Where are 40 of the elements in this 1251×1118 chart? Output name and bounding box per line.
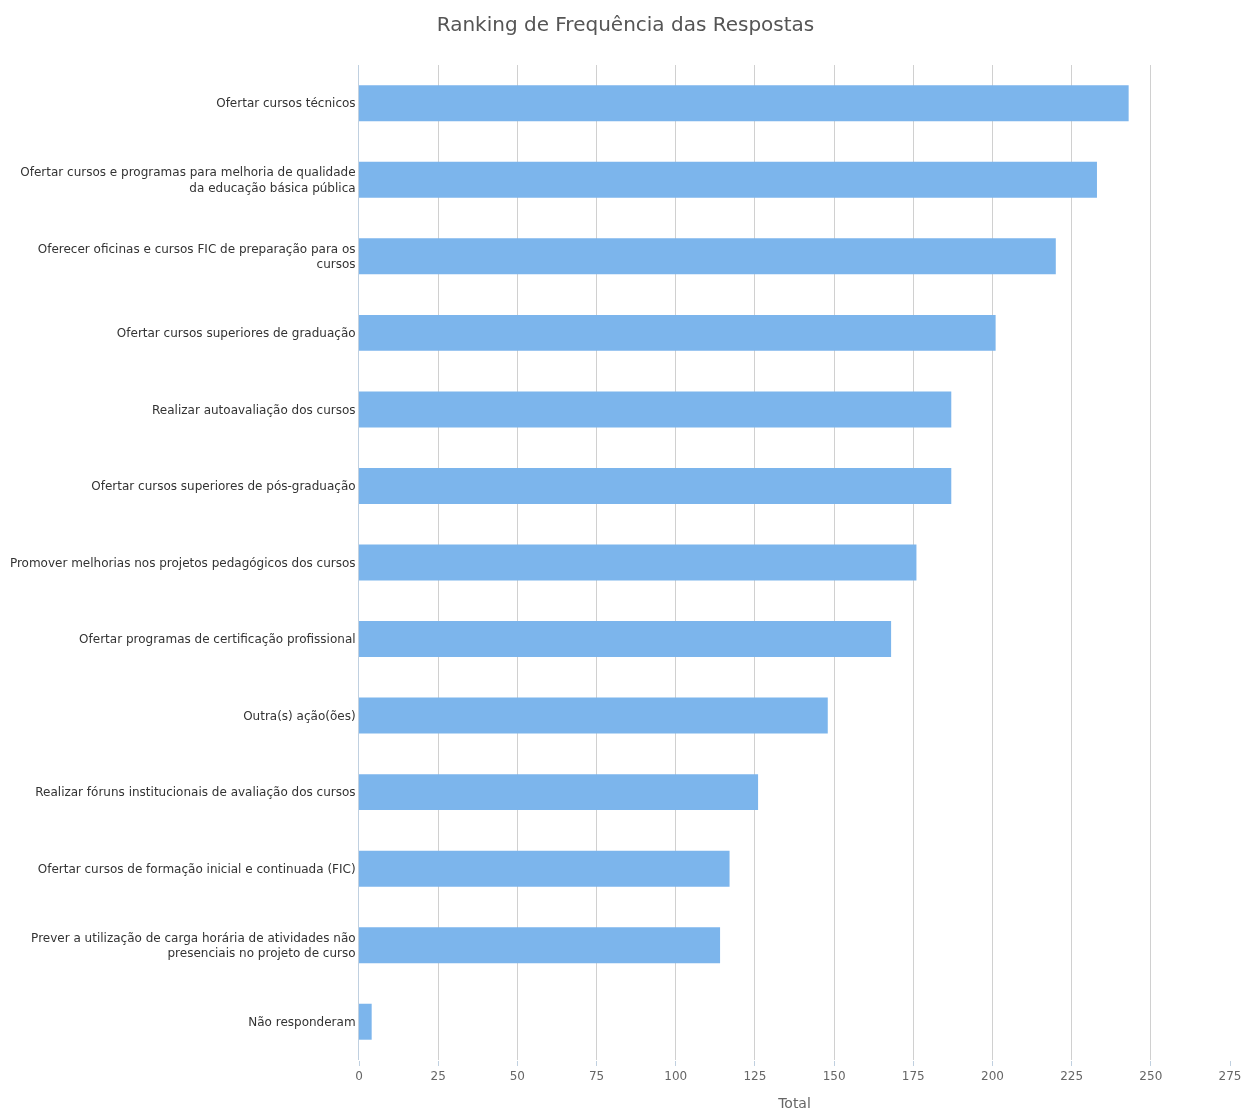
y-tick-label: Ofertar cursos superiores de pós-graduação	[91, 479, 356, 494]
bar	[359, 314, 996, 351]
y-tick-label: Promover melhorias nos projetos pedagógicos dos cursos	[9, 555, 356, 570]
x-tick-label: 150	[822, 1069, 846, 1084]
y-tick-label: Realizar autoavaliação dos cursos	[152, 402, 356, 417]
x-tick-label: 175	[901, 1069, 925, 1084]
x-axis-title: Total	[777, 1094, 811, 1111]
chart-title: Ranking de Frequência das Respostas	[436, 11, 815, 36]
x-tick-label: 25	[430, 1069, 446, 1084]
bar	[359, 850, 730, 887]
bar	[359, 927, 721, 964]
y-tick-label: Ofertar cursos técnicos	[216, 96, 356, 111]
y-tick-label: Outra(s) ação(ões)	[243, 708, 356, 723]
y-tick-label: Ofertar cursos de formação inicial e continuada (FIC)	[37, 861, 356, 876]
bar	[359, 544, 917, 581]
bar	[359, 774, 759, 811]
y-tick-label: Ofertar cursos superiores de graduação	[116, 326, 356, 341]
y-tick-label: Não responderam	[248, 1014, 356, 1029]
x-tick-label: 250	[1139, 1069, 1163, 1084]
x-tick-label: 100	[664, 1069, 688, 1084]
bar	[359, 85, 1129, 122]
x-tick-label: 75	[588, 1069, 605, 1084]
bar	[359, 621, 892, 658]
bar	[359, 1003, 372, 1040]
y-tick-label: Prever a utilização de carga horária de atividades não presenciais no projeto de curso	[31, 930, 356, 961]
x-tick-label: 200	[981, 1069, 1004, 1084]
x-tick-label: 0	[355, 1069, 363, 1084]
y-tick-label: Realizar fóruns institucionais de avaliação dos cursos	[35, 785, 356, 800]
bar	[359, 391, 952, 428]
bar	[359, 467, 952, 504]
y-tick-label: Oferecer oficinas e cursos FIC de preparação para os cursos	[37, 241, 356, 272]
x-tick-label: 125	[743, 1069, 767, 1084]
bar	[359, 238, 1056, 275]
bar	[359, 697, 828, 734]
y-tick-label: Ofertar cursos e programas para melhoria de qualidade da educação básica pública	[20, 165, 356, 195]
x-tick-label: 225	[1060, 1069, 1084, 1084]
x-tick-label: 50	[509, 1069, 525, 1084]
bar	[359, 161, 1097, 198]
x-tick-label: 275	[1218, 1069, 1242, 1084]
y-tick-label: Ofertar programas de certificação profissional	[79, 632, 356, 647]
